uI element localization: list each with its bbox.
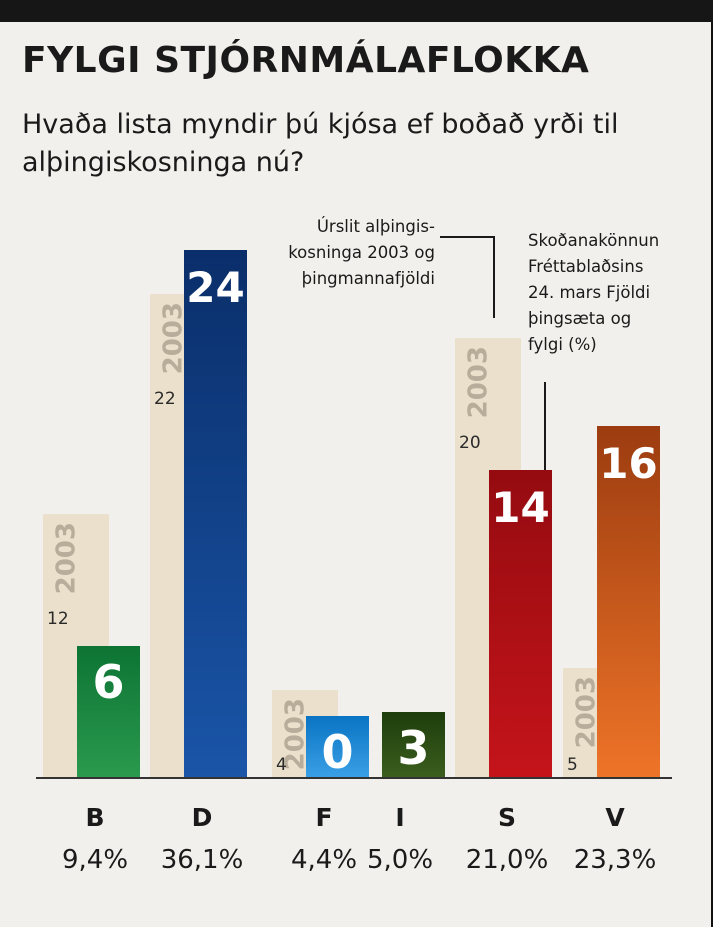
- annotation-line: Fréttablaðsins: [528, 257, 644, 276]
- value-2003-v: 5: [567, 755, 578, 775]
- label-2003-v: 2003: [572, 676, 602, 748]
- x-label-b: B: [85, 803, 104, 832]
- percent-label-v: 23,3%: [574, 845, 657, 875]
- value-poll-i: 3: [397, 721, 429, 775]
- percent-label-i: 5,0%: [367, 845, 433, 875]
- annotation-line: fylgi (%): [528, 335, 597, 354]
- value-poll-v: 16: [599, 439, 657, 488]
- bar-poll-b: [77, 646, 140, 778]
- x-label-s: S: [498, 803, 516, 832]
- bar-poll-d: [184, 250, 247, 778]
- x-label-v: V: [605, 803, 625, 832]
- label-2003-d: 2003: [159, 302, 189, 374]
- value-2003-d: 22: [154, 389, 176, 409]
- annotation-poll: Skoðanakönnun Fréttablaðsins 24. mars Fj…: [528, 228, 698, 358]
- x-label-i: I: [395, 803, 404, 832]
- bar-poll-f: [306, 716, 369, 778]
- value-poll-b: 6: [92, 655, 124, 709]
- bar-poll-v: [597, 426, 660, 778]
- percent-label-s: 21,0%: [466, 845, 549, 875]
- annotation-line: Úrslit alþingis-: [316, 217, 435, 236]
- annotation-line: kosninga 2003 og: [288, 243, 435, 262]
- right-border: [711, 22, 713, 927]
- bars-poll-group: 6 24 0 3 14 16: [77, 250, 660, 779]
- annotation-line: þingmannafjöldi: [301, 269, 435, 288]
- leader-line-2003: [440, 236, 495, 318]
- bar-poll-s: [489, 470, 552, 778]
- x-axis-labels: B 9,4% D 36,1% F 4,4% I 5,0% S 21,0% V 23,3%: [62, 803, 656, 875]
- label-2003-f: 2003: [281, 698, 311, 770]
- annotation-line: Skoðanakönnun: [528, 231, 660, 250]
- value-poll-f: 0: [321, 725, 353, 779]
- percent-label-f: 4,4%: [291, 845, 357, 875]
- value-poll-s: 14: [491, 483, 549, 532]
- value-poll-d: 24: [186, 263, 244, 312]
- value-2003-b: 12: [47, 609, 69, 629]
- annotation-leader-lines: [440, 236, 546, 470]
- value-2003-f: 4: [276, 755, 287, 775]
- top-bar: [0, 0, 713, 22]
- x-label-f: F: [315, 803, 332, 832]
- chart-subtitle: Hvaða lista myndir þú kjósa ef boðað yrð…: [22, 109, 619, 178]
- percent-label-b: 9,4%: [62, 845, 128, 875]
- annotation-line: þingsæta og: [528, 309, 632, 328]
- chart-title: FYLGI STJÓRNMÁLAFLOKKA: [22, 40, 590, 81]
- value-2003-s: 20: [459, 433, 481, 453]
- annotation-line: 24. mars Fjöldi: [528, 283, 651, 302]
- label-2003-s: 2003: [464, 346, 494, 418]
- x-label-d: D: [192, 803, 213, 832]
- percent-label-d: 36,1%: [161, 845, 244, 875]
- annotation-election-2003: Úrslit alþingis- kosninga 2003 og þingma…: [255, 214, 435, 292]
- label-2003-b: 2003: [52, 522, 82, 594]
- bar-poll-i: [382, 712, 445, 778]
